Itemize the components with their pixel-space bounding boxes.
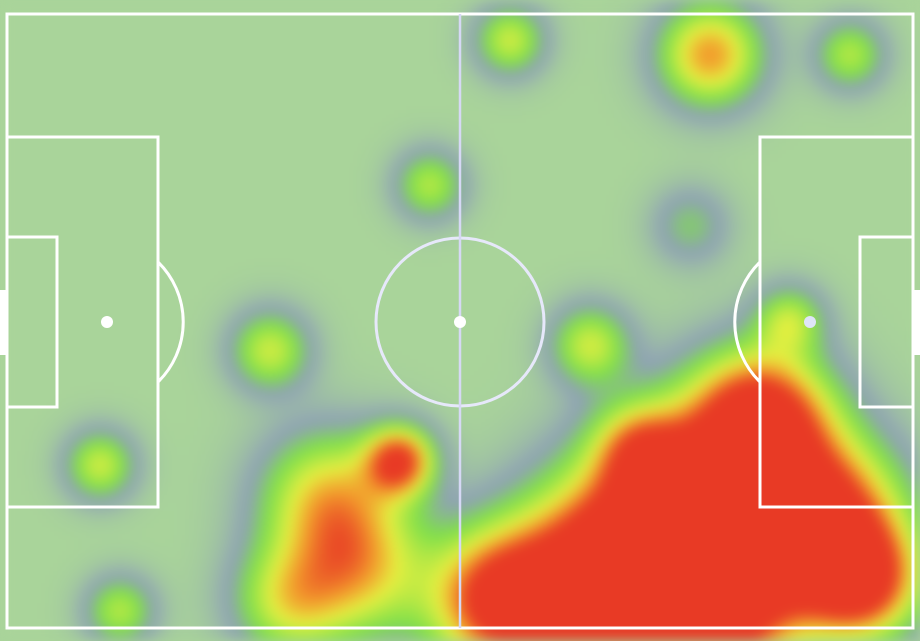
left-goal-area [5,235,59,409]
left-penalty-spot [101,316,113,328]
right-penalty-arc [733,260,762,384]
right-goal-area [858,235,915,409]
right-penalty-spot [804,316,816,328]
left-penalty-box [5,135,160,509]
right-penalty-box [758,135,915,509]
left-penalty-arc [156,260,185,384]
right-goal [913,290,920,355]
left-goal [0,290,7,355]
center-spot [454,316,466,328]
